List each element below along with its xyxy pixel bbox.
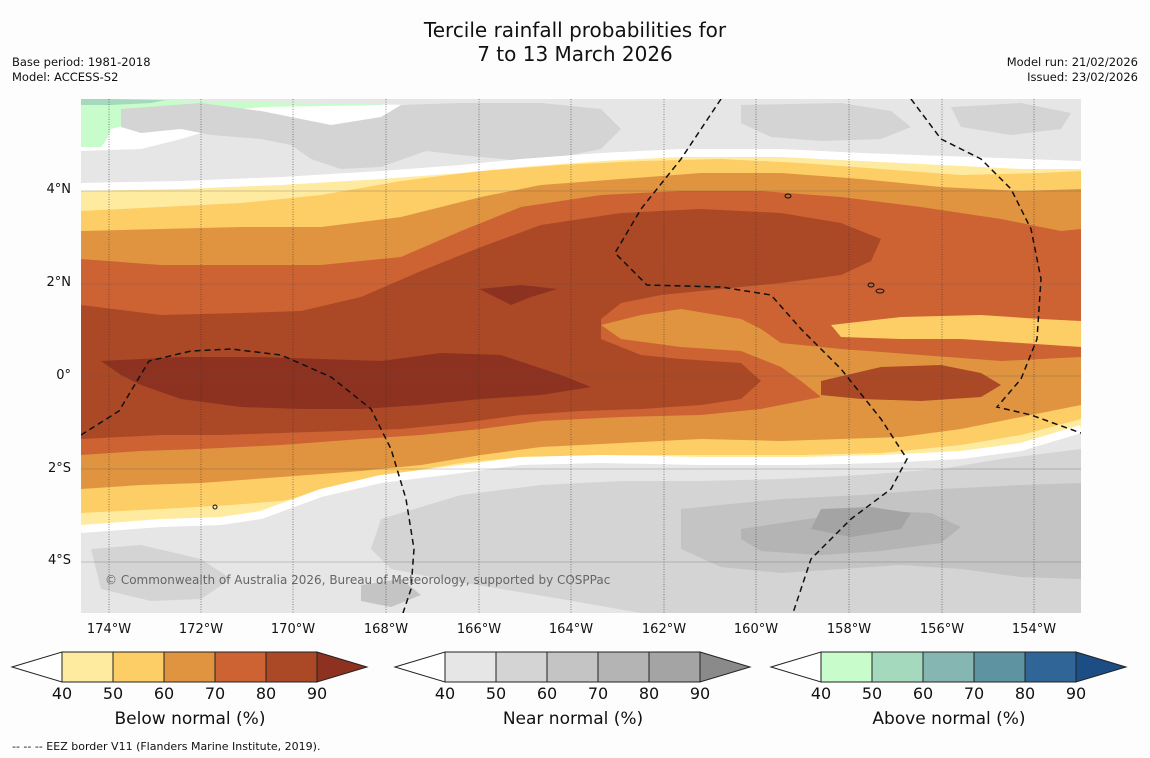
legend-below-normal: 40 50 60 70 80 90 Below normal (%) (10, 651, 370, 741)
near-normal-north-50 (121, 103, 621, 169)
near-normal-south-50-b (91, 545, 231, 601)
near-normal-south-80 (811, 507, 911, 537)
legend-below-tick: 60 (153, 684, 175, 703)
map-canvas (81, 99, 1081, 613)
colorbar-below-normal (10, 651, 369, 683)
colorbar-above-normal (769, 651, 1128, 683)
colorbar-near-40-50 (444, 651, 497, 683)
colorbar-above-lower-arrow (769, 651, 822, 683)
issued-date: Issued: 23/02/2026 (1027, 70, 1138, 84)
colorbar-above-60-70 (922, 651, 975, 683)
below-normal-70-east-edge (1011, 243, 1081, 295)
eez-border-central (614, 99, 908, 613)
island-marker (867, 282, 875, 288)
legend-above-title: Above normal (%) (872, 709, 1026, 729)
lon-label-164W: 164°W (548, 622, 594, 637)
eez-border-west (81, 348, 415, 613)
legend-below-tick: 80 (255, 684, 277, 703)
colorbar-below-lower-arrow (10, 651, 63, 683)
legend-near-tick: 40 (434, 684, 456, 703)
band-edge-south (81, 425, 1081, 533)
colorbar-above-70-80 (973, 651, 1026, 683)
lon-label-160W: 160°W (733, 622, 779, 637)
band-edge-north (81, 149, 1081, 191)
below-normal-50-east-band (831, 315, 1081, 347)
title-line-1: Tercile rainfall probabilities for (423, 18, 727, 42)
colorbar-near-80-90 (648, 651, 701, 683)
legend-below-tick: 50 (102, 684, 124, 703)
island-marker (875, 288, 885, 294)
near-normal-south-patch (361, 579, 421, 607)
base-period: Base period: 1981-2018 (12, 55, 151, 69)
legend-below-tick: 40 (51, 684, 73, 703)
lon-label-156W: 156°W (919, 622, 965, 637)
colorbar-above-80-90 (1024, 651, 1077, 683)
colorbar-above-upper-arrow (1075, 651, 1128, 683)
lon-label-170W: 170°W (270, 622, 316, 637)
near-normal-north-50-c (951, 103, 1071, 135)
island-marker (784, 193, 792, 199)
lon-label-174W: 174°W (86, 622, 132, 637)
below-normal-90 (101, 353, 591, 409)
legend-near-tick: 70 (587, 684, 609, 703)
legend-near-tick: 80 (638, 684, 660, 703)
colorbar-near-70-80 (597, 651, 650, 683)
below-normal-80-east (821, 365, 1001, 401)
colorbar-below-70-80 (214, 651, 267, 683)
colorbar-above-50-60 (871, 651, 924, 683)
lat-label-2N: 2°N (46, 275, 72, 290)
lon-label-166W: 166°W (456, 622, 502, 637)
lon-label-172W: 172°W (178, 622, 224, 637)
lat-label-2S: 2°S (47, 461, 71, 476)
above-normal-50-patch (81, 99, 171, 105)
island-marker (212, 504, 218, 510)
legend-below-tick: 70 (204, 684, 226, 703)
colorbar-below-80-90 (265, 651, 318, 683)
legend-below-title: Below normal (%) (114, 709, 266, 729)
legend-below-tick: 90 (306, 684, 328, 703)
model-run: Model run: 21/02/2026 (1006, 55, 1138, 69)
legend-near-tick: 60 (536, 684, 558, 703)
colorbar-below-60-70 (163, 651, 216, 683)
lat-label-0: 0° (56, 368, 71, 383)
colorbar-near-upper-arrow (699, 651, 752, 683)
copyright-notice: © Commonwealth of Australia 2026, Bureau… (105, 573, 611, 587)
lon-label-154W: 154°W (1011, 622, 1057, 637)
legend-above-tick: 50 (861, 684, 883, 703)
title-line-2: 7 to 13 March 2026 (477, 42, 673, 66)
legend-near-tick: 50 (485, 684, 507, 703)
lon-label-168W: 168°W (363, 622, 409, 637)
colorbar-below-upper-arrow (316, 651, 369, 683)
lon-label-162W: 162°W (641, 622, 687, 637)
legend-above-tick: 70 (963, 684, 985, 703)
legend-above-tick: 40 (810, 684, 832, 703)
legend-above-tick: 90 (1065, 684, 1087, 703)
lat-label-4N: 4°N (46, 182, 72, 197)
lon-label-158W: 158°W (826, 622, 872, 637)
legend-near-normal: 40 50 60 70 80 90 Near normal (%) (393, 651, 753, 741)
below-normal-90-small (479, 285, 557, 305)
colorbar-below-40-50 (61, 651, 114, 683)
eez-border-east (910, 99, 1081, 434)
colorbar-above-40-50 (820, 651, 873, 683)
meta-left: Base period: 1981-2018 Model: ACCESS-S2 (12, 55, 151, 85)
near-normal-north-50-b (741, 103, 911, 141)
eez-footnote: -- -- -- EEZ border V11 (Flanders Marine… (12, 740, 321, 753)
colorbar-below-50-60 (112, 651, 165, 683)
colorbar-near-50-60 (495, 651, 548, 683)
chart-title: Tercile rainfall probabilities for 7 to … (0, 18, 1150, 66)
colorbar-near-normal (393, 651, 752, 683)
model-name: Model: ACCESS-S2 (12, 70, 119, 84)
lat-label-4S: 4°S (47, 553, 71, 568)
legend-above-normal: 40 50 60 70 80 90 Above normal (%) (769, 651, 1129, 741)
legend-near-title: Near normal (%) (502, 709, 644, 729)
colorbar-near-60-70 (546, 651, 599, 683)
colorbar-near-lower-arrow (393, 651, 446, 683)
legend-above-tick: 80 (1014, 684, 1036, 703)
probability-map (81, 99, 1081, 613)
legend-near-tick: 90 (689, 684, 711, 703)
legend-above-tick: 60 (912, 684, 934, 703)
meta-right: Model run: 21/02/2026 Issued: 23/02/2026 (1007, 55, 1138, 85)
